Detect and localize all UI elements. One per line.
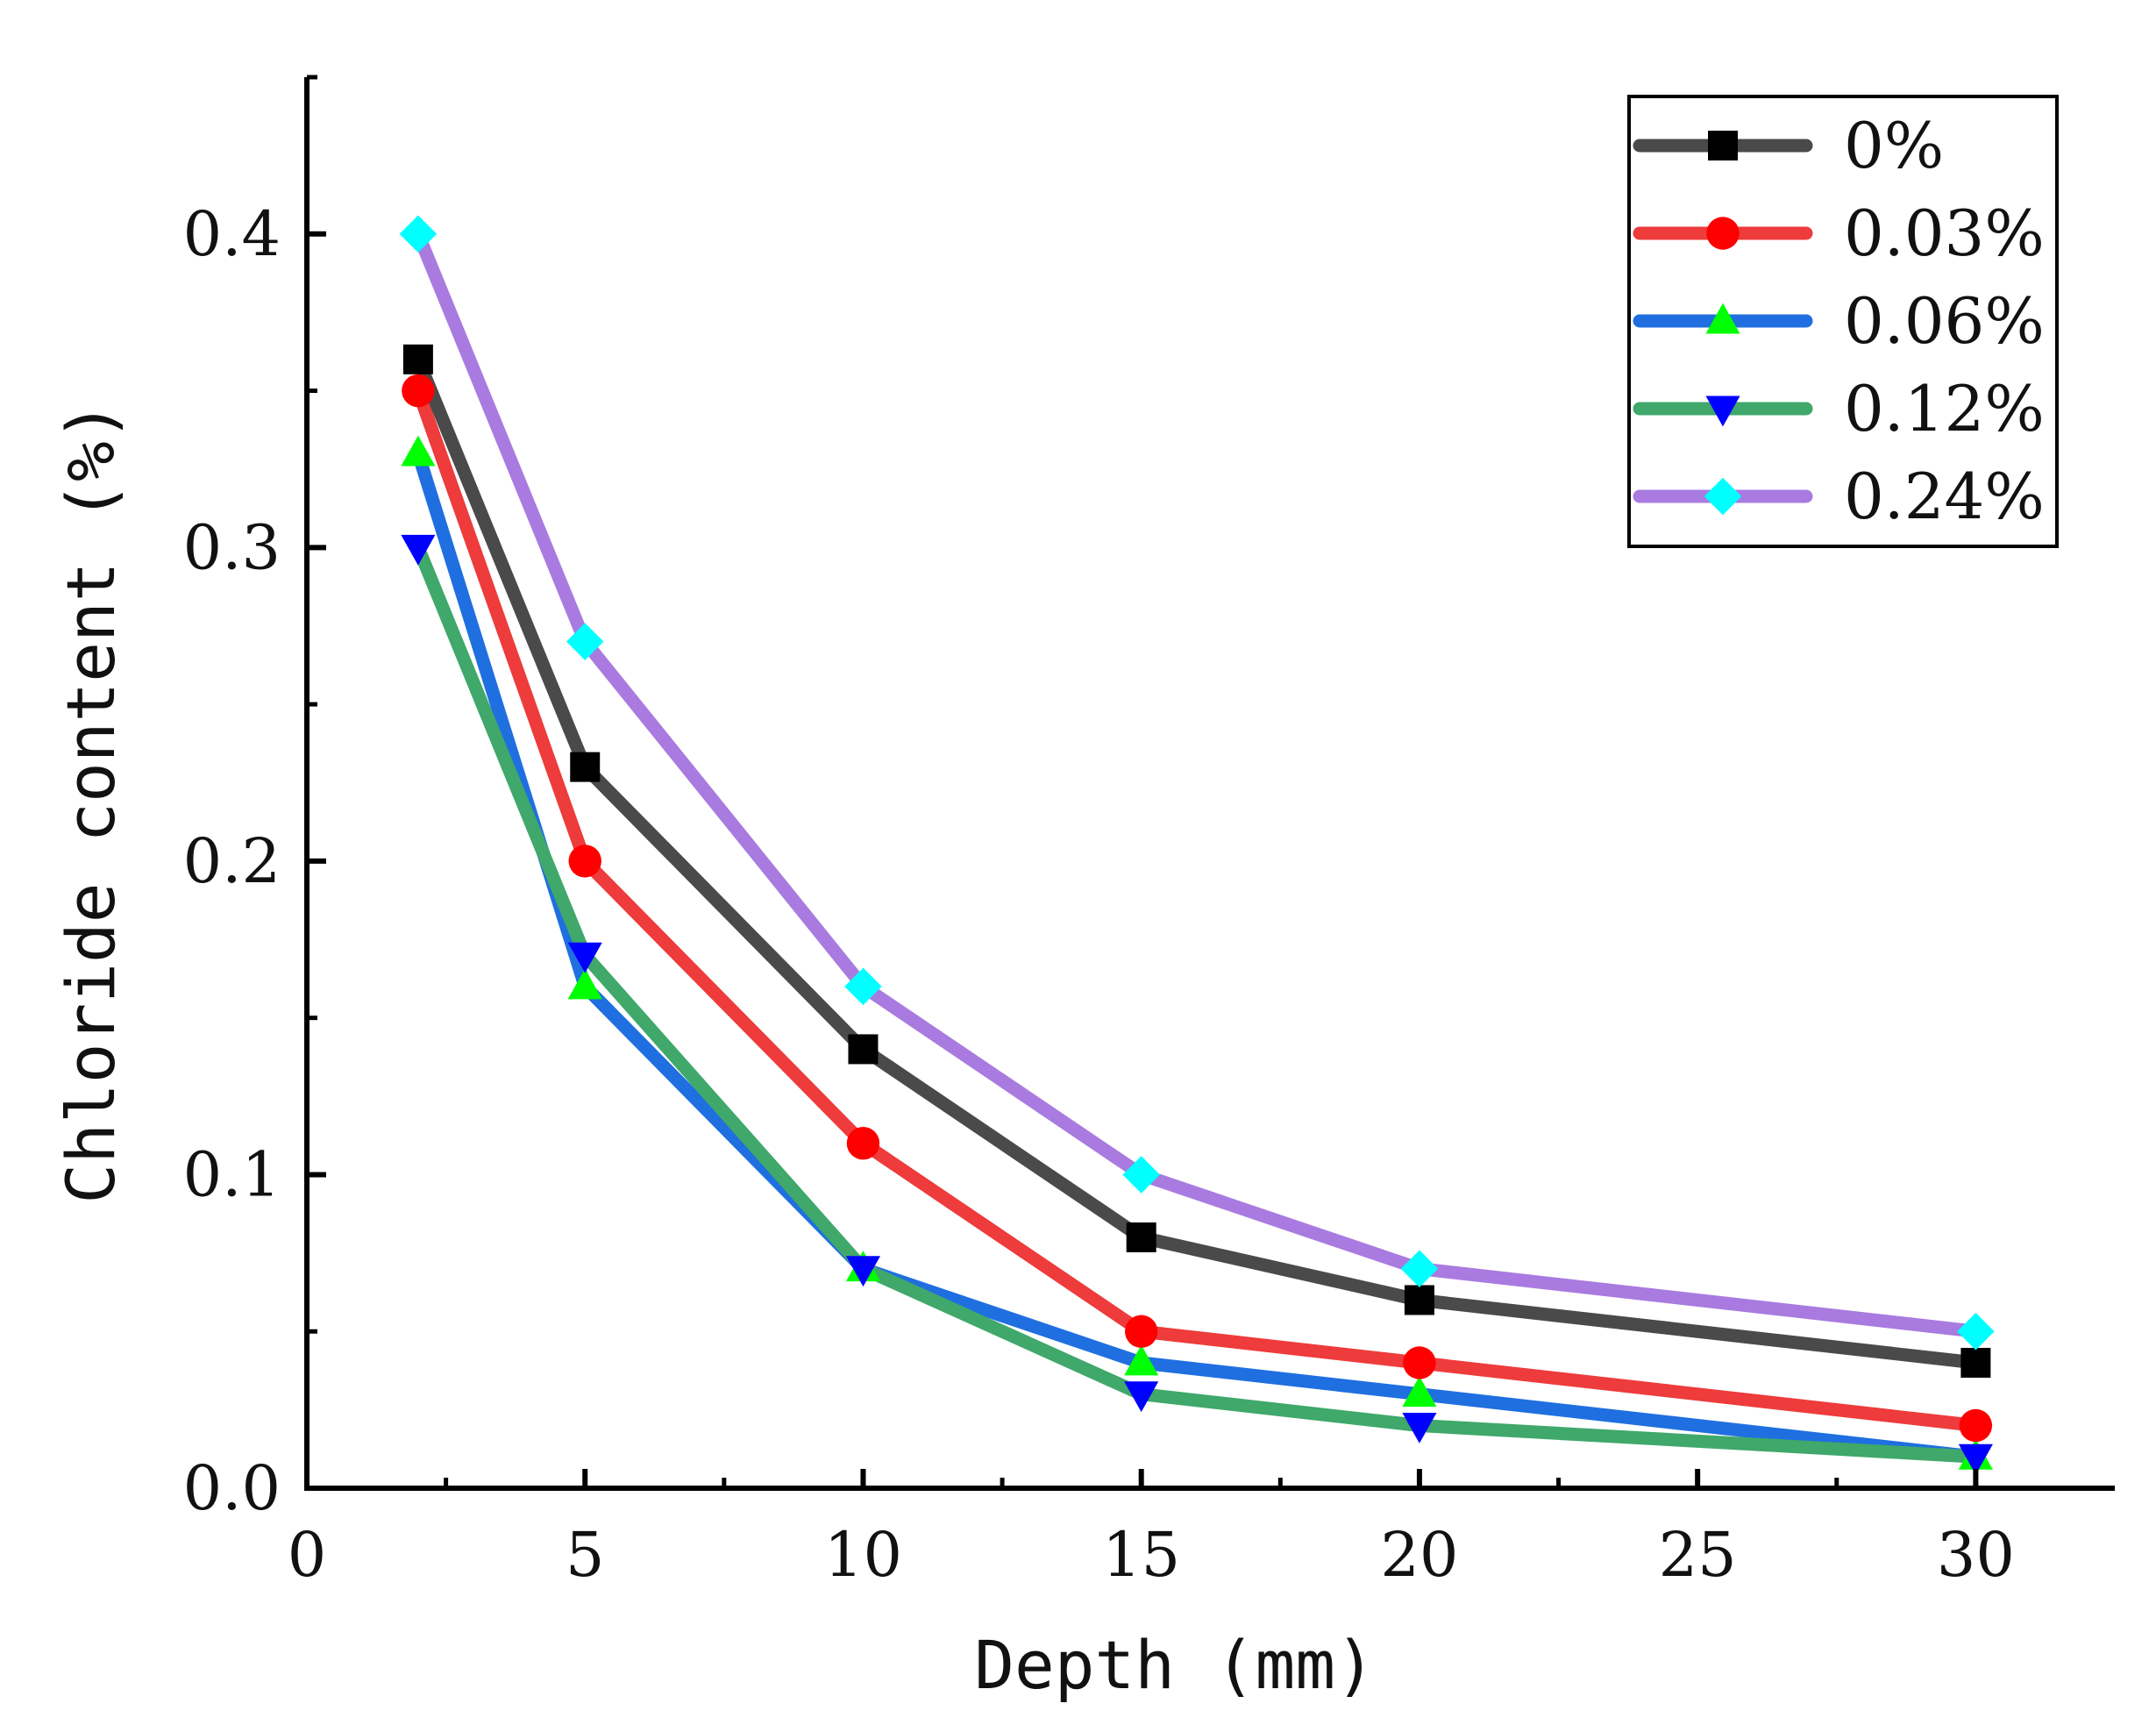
data-point (1959, 1408, 1993, 1443)
legend-label: 0.03% (1844, 196, 2045, 270)
data-point (1403, 1346, 1436, 1379)
data-point (1402, 1413, 1437, 1443)
series-layer (399, 215, 1995, 1475)
data-point (401, 534, 436, 566)
data-point (1402, 1376, 1437, 1408)
data-point (1957, 1312, 1995, 1351)
data-point (848, 1034, 879, 1065)
y-tick-label: 0.0 (183, 1452, 281, 1524)
data-point (844, 967, 882, 1006)
data-point (568, 845, 601, 878)
x-tick-label: 25 (1659, 1519, 1737, 1591)
data-point (1124, 1381, 1159, 1413)
legend: 0% 0.03% 0.06% 0.12% 0.24% (1627, 95, 2059, 548)
series-line (411, 227, 1982, 1338)
data-point (399, 215, 438, 253)
legend-marker (1705, 303, 1740, 334)
x-tick-label: 15 (1102, 1519, 1180, 1591)
data-point (1404, 1285, 1434, 1315)
series-line (411, 540, 1982, 1464)
axes-layer: 0 5 10 15 20 25 30 0.0 0.1 0.2 0.3 0.4 (183, 75, 2115, 1591)
x-tick-label: 5 (566, 1519, 605, 1591)
data-point (567, 968, 602, 1000)
x-tick-label: 10 (824, 1519, 902, 1591)
data-point (401, 435, 436, 467)
data-point (1124, 1344, 1159, 1376)
data-point (1400, 1250, 1439, 1287)
legend-label: 0.12% (1844, 372, 2045, 445)
x-tick-label: 30 (1937, 1519, 2015, 1591)
data-point (1126, 1222, 1156, 1252)
data-point (570, 752, 601, 782)
legend-marker (1706, 217, 1740, 250)
data-point (402, 374, 435, 408)
data-point (845, 1256, 881, 1287)
data-point (566, 623, 604, 660)
data-point (1124, 1315, 1158, 1348)
x-tick-label: 20 (1380, 1519, 1458, 1591)
y-tick-label: 0.2 (183, 825, 281, 897)
legend-marker (1708, 131, 1738, 160)
x-tick-label: 0 (288, 1519, 327, 1591)
legend-label: 0.06% (1844, 284, 2045, 358)
legend-marker (1704, 477, 1742, 516)
legend-label: 0% (1844, 109, 1944, 182)
legend-marker (1705, 396, 1740, 427)
data-point (402, 344, 433, 374)
data-point (1958, 1443, 1993, 1475)
series-line (411, 353, 1982, 1370)
y-tick-label: 0.3 (183, 511, 281, 583)
data-point (846, 1126, 880, 1160)
data-point (1122, 1156, 1160, 1194)
y-axis-title: Chloride content (%) (52, 401, 130, 1203)
series-line (411, 384, 1982, 1432)
x-axis-title: Depth (mm) (974, 1626, 1376, 1704)
data-point (1960, 1347, 1991, 1378)
data-point (567, 942, 602, 973)
legend-label: 0.24% (1844, 460, 2045, 533)
y-tick-label: 0.1 (183, 1138, 281, 1210)
y-tick-label: 0.4 (183, 198, 281, 270)
